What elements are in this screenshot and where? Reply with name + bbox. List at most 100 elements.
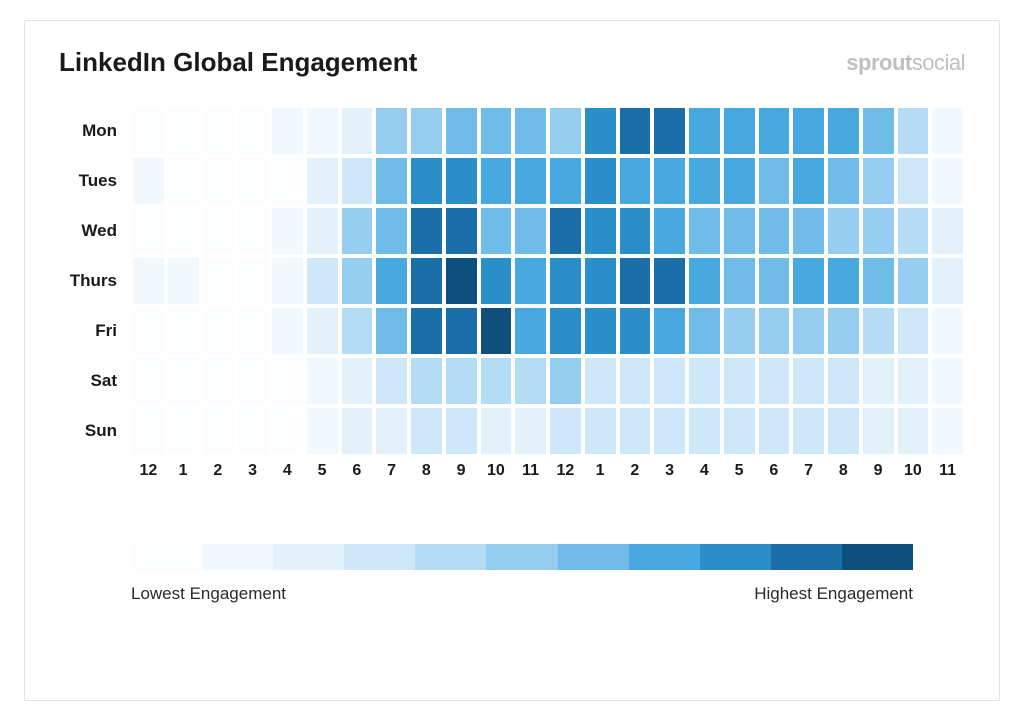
legend-segment xyxy=(629,544,700,570)
heatmap-cell xyxy=(826,206,861,256)
heatmap-cell xyxy=(235,306,270,356)
heatmap-cell xyxy=(444,356,479,406)
heatmap-cell xyxy=(930,206,965,256)
heatmap-cell xyxy=(618,206,653,256)
heatmap-cell xyxy=(513,156,548,206)
heatmap-cell xyxy=(687,156,722,206)
x-axis-label: 9 xyxy=(861,462,896,480)
heatmap-cell xyxy=(791,206,826,256)
heatmap-cell xyxy=(896,406,931,456)
heatmap-row: Sat xyxy=(59,356,965,406)
heatmap-cell xyxy=(374,356,409,406)
heatmap-cell xyxy=(687,406,722,456)
heatmap-cell xyxy=(791,156,826,206)
heatmap-cell xyxy=(305,256,340,306)
heatmap-cell xyxy=(861,206,896,256)
heatmap-cell xyxy=(305,156,340,206)
x-axis: 121234567891011121234567891011 xyxy=(59,462,965,480)
heatmap-cell xyxy=(305,106,340,156)
heatmap-cell xyxy=(896,306,931,356)
heatmap-cell xyxy=(930,406,965,456)
x-axis-label: 2 xyxy=(201,462,236,480)
heatmap-cell xyxy=(201,206,236,256)
heatmap-cell xyxy=(687,356,722,406)
heatmap-cell xyxy=(652,356,687,406)
heatmap-cell xyxy=(722,306,757,356)
heatmap-cell xyxy=(374,406,409,456)
heatmap-cell xyxy=(652,406,687,456)
heatmap-cell xyxy=(861,406,896,456)
heatmap-cell xyxy=(618,306,653,356)
heatmap-cell xyxy=(861,306,896,356)
heatmap-cell xyxy=(166,156,201,206)
heatmap-row: Fri xyxy=(59,306,965,356)
heatmap-cell xyxy=(791,106,826,156)
heatmap-cell xyxy=(131,156,166,206)
heatmap-cell xyxy=(583,156,618,206)
x-axis-label: 6 xyxy=(340,462,375,480)
heatmap-cell xyxy=(930,106,965,156)
heatmap-cell xyxy=(444,156,479,206)
heatmap-cell xyxy=(583,206,618,256)
x-axis-label: 12 xyxy=(131,462,166,480)
x-axis-label: 1 xyxy=(583,462,618,480)
heatmap-cell xyxy=(479,206,514,256)
heatmap-cell xyxy=(548,406,583,456)
heatmap-cell xyxy=(201,406,236,456)
heatmap-cell xyxy=(757,406,792,456)
legend-segment xyxy=(202,544,273,570)
x-axis-label: 12 xyxy=(548,462,583,480)
heatmap-cell xyxy=(548,306,583,356)
heatmap-cell xyxy=(687,306,722,356)
heatmap-cell xyxy=(930,306,965,356)
heatmap-cell xyxy=(235,406,270,456)
heatmap-cell xyxy=(652,106,687,156)
legend-low-label: Lowest Engagement xyxy=(131,584,286,604)
heatmap-cell xyxy=(270,206,305,256)
heatmap-cell xyxy=(826,106,861,156)
heatmap-cell xyxy=(374,306,409,356)
heatmap-cell xyxy=(896,206,931,256)
heatmap-cell xyxy=(548,156,583,206)
y-axis-label: Fri xyxy=(59,321,131,341)
x-axis-label: 6 xyxy=(757,462,792,480)
heatmap-cells xyxy=(131,206,965,256)
heatmap-cell xyxy=(166,106,201,156)
heatmap-cell xyxy=(618,256,653,306)
x-axis-label: 10 xyxy=(896,462,931,480)
heatmap-cell xyxy=(235,256,270,306)
heatmap-cell xyxy=(479,306,514,356)
heatmap-cell xyxy=(270,106,305,156)
legend-high-label: Highest Engagement xyxy=(754,584,913,604)
heatmap-cell xyxy=(513,206,548,256)
heatmap-cell xyxy=(513,356,548,406)
x-axis-label: 5 xyxy=(305,462,340,480)
x-axis-label: 11 xyxy=(513,462,548,480)
heatmap-cell xyxy=(444,256,479,306)
heatmap-cell xyxy=(201,156,236,206)
heatmap-cell xyxy=(340,106,375,156)
chart-card: LinkedIn Global Engagement sproutsocial … xyxy=(24,20,1000,701)
heatmap-cell xyxy=(757,306,792,356)
heatmap-cell xyxy=(896,356,931,406)
heatmap-cell xyxy=(896,256,931,306)
heatmap-cell xyxy=(583,306,618,356)
heatmap-cell xyxy=(305,356,340,406)
heatmap-cell xyxy=(131,256,166,306)
heatmap-cell xyxy=(374,106,409,156)
heatmap-cell xyxy=(791,306,826,356)
heatmap-cell xyxy=(722,356,757,406)
heatmap-cell xyxy=(201,306,236,356)
heatmap-cell xyxy=(305,306,340,356)
heatmap-cells xyxy=(131,356,965,406)
heatmap-cell xyxy=(513,106,548,156)
y-axis-label: Sat xyxy=(59,371,131,391)
heatmap-cell xyxy=(757,106,792,156)
heatmap-cell xyxy=(340,256,375,306)
heatmap-cell xyxy=(235,356,270,406)
heatmap-cell xyxy=(826,156,861,206)
heatmap-cell xyxy=(861,106,896,156)
heatmap-cell xyxy=(757,156,792,206)
heatmap-cell xyxy=(201,356,236,406)
heatmap-cell xyxy=(270,156,305,206)
